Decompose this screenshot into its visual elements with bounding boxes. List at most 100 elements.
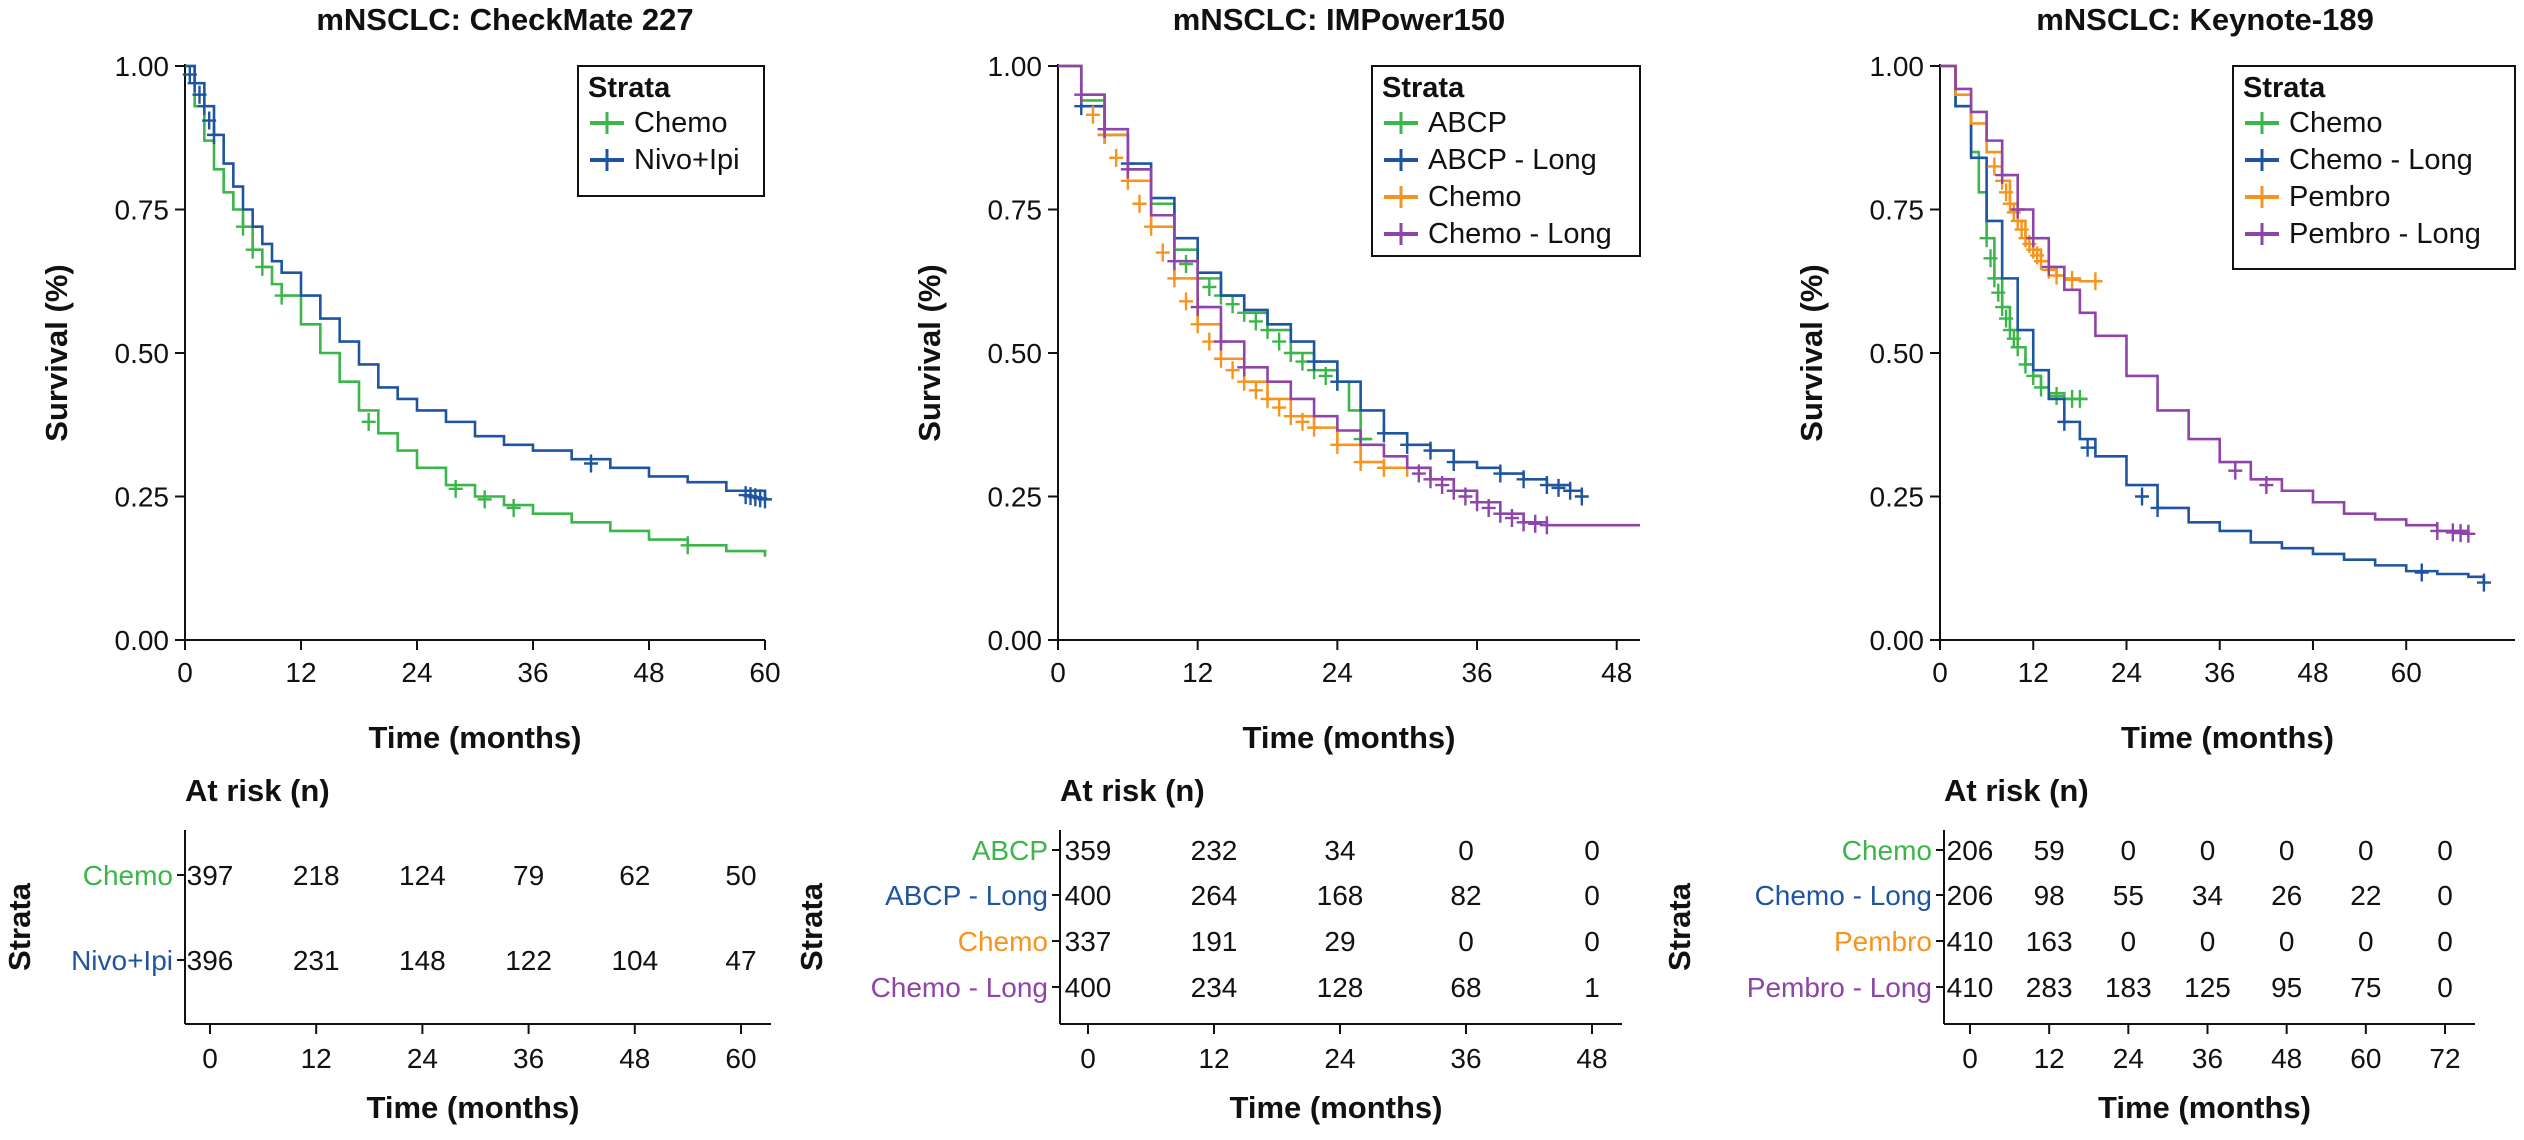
risk-count: 104 xyxy=(611,945,658,976)
censor-mark xyxy=(1097,120,1112,139)
censor-mark xyxy=(1539,476,1554,495)
risk-x-axis-label: Time (months) xyxy=(2098,1090,2311,1125)
censor-mark xyxy=(2088,272,2103,291)
panel-title: mNSCLC: Keynote-189 xyxy=(2036,2,2374,37)
censor-mark xyxy=(1283,344,1298,362)
censor-mark xyxy=(2080,438,2095,457)
x-tick-label: 48 xyxy=(1601,657,1632,688)
x-tick-label: 60 xyxy=(2391,657,2422,688)
risk-x-tick-label: 60 xyxy=(725,1043,756,1074)
risk-count: 0 xyxy=(2121,835,2137,866)
censor-mark xyxy=(1423,441,1438,460)
censor-mark xyxy=(1999,183,2014,202)
km-curve-chemo-long xyxy=(1058,64,1640,527)
censor-mark xyxy=(202,111,217,130)
censor-mark xyxy=(1493,504,1508,523)
censor-mark xyxy=(2476,573,2491,592)
risk-count: 0 xyxy=(2121,926,2137,957)
risk-count: 218 xyxy=(293,860,340,891)
legend-title: Strata xyxy=(588,72,671,104)
censor-mark xyxy=(1213,332,1228,351)
risk-count: 128 xyxy=(1317,972,1364,1003)
censor-mark xyxy=(1248,381,1263,400)
km-curve-pembro-long xyxy=(1940,64,2470,534)
censor-mark xyxy=(1423,470,1438,489)
risk-x-tick-label: 72 xyxy=(2429,1043,2460,1074)
censor-mark xyxy=(1120,160,1135,179)
risk-count: 232 xyxy=(1191,835,1238,866)
risk-count: 75 xyxy=(2350,972,2381,1003)
censor-mark xyxy=(2049,387,2064,406)
censor-mark xyxy=(1283,407,1298,426)
risk-count: 400 xyxy=(1065,972,1112,1003)
risk-count: 125 xyxy=(2184,972,2231,1003)
censor-mark xyxy=(1411,464,1426,483)
risk-row-label: ABCP - Long xyxy=(885,880,1048,911)
censor-mark xyxy=(1109,148,1124,167)
censor-mark xyxy=(1991,283,2006,302)
y-tick-label: 0.50 xyxy=(1870,338,1925,369)
risk-count: 47 xyxy=(725,945,756,976)
legend-label: Chemo xyxy=(1428,181,1522,213)
y-tick-label: 0.25 xyxy=(1870,482,1925,513)
y-tick-label: 0.00 xyxy=(1870,625,1925,656)
legend-label: Chemo - Long xyxy=(2289,144,2473,176)
censor-mark xyxy=(1225,295,1240,314)
legend-label: Chemo xyxy=(2289,107,2383,139)
censor-mark xyxy=(680,536,695,555)
censor-mark xyxy=(1376,424,1391,443)
censor-mark xyxy=(584,454,598,473)
risk-count: 0 xyxy=(2437,926,2453,957)
risk-count: 337 xyxy=(1065,926,1112,957)
risk-row-label: Chemo xyxy=(958,926,1048,957)
risk-x-tick-label: 48 xyxy=(2271,1043,2302,1074)
censor-mark xyxy=(2057,412,2072,431)
censor-mark xyxy=(1493,464,1508,483)
censor-mark xyxy=(207,125,221,144)
censor-mark xyxy=(1132,194,1147,213)
risk-count: 0 xyxy=(2279,835,2295,866)
risk-count: 206 xyxy=(1947,880,1994,911)
y-tick-label: 1.00 xyxy=(115,51,170,82)
censor-mark xyxy=(1376,458,1391,477)
risk-row-label: Chemo xyxy=(83,860,173,891)
risk-count: 95 xyxy=(2271,972,2302,1003)
risk-strata-label: Strata xyxy=(794,882,829,971)
x-axis-label: Time (months) xyxy=(369,720,582,755)
censor-mark xyxy=(758,490,772,509)
censor-mark xyxy=(245,240,260,259)
censor-mark xyxy=(1307,352,1322,371)
y-tick-label: 0.75 xyxy=(1870,195,1925,226)
y-tick-label: 0.00 xyxy=(988,625,1043,656)
x-tick-label: 36 xyxy=(1461,657,1492,688)
risk-count: 50 xyxy=(725,860,756,891)
risk-count: 82 xyxy=(1450,880,1481,911)
censor-mark xyxy=(255,257,270,276)
risk-count: 22 xyxy=(2350,880,2381,911)
censor-mark xyxy=(1563,481,1578,500)
x-tick-label: 0 xyxy=(1050,657,1066,688)
risk-x-tick-label: 24 xyxy=(2113,1043,2144,1074)
censor-mark xyxy=(1144,217,1159,236)
risk-row-label: Chemo - Long xyxy=(1755,880,1932,911)
at-risk-table: At risk (n) Strata 0 12 24 36 48 Time (months) A… xyxy=(794,773,1622,1125)
legend-label: ABCP - Long xyxy=(1428,144,1597,176)
x-tick-label: 24 xyxy=(2111,657,2142,688)
risk-count: 34 xyxy=(1324,835,1355,866)
risk-count: 0 xyxy=(2279,926,2295,957)
at-risk-title: At risk (n) xyxy=(185,773,330,808)
km-curve-pembro xyxy=(1940,64,2096,283)
legend-label: Pembro - Long xyxy=(2289,218,2481,250)
censor-mark xyxy=(1225,361,1240,380)
censor-mark xyxy=(2026,229,2041,248)
risk-count: 400 xyxy=(1065,880,1112,911)
y-axis-label: Survival (%) xyxy=(1794,264,1829,441)
risk-strata-label: Strata xyxy=(1662,882,1697,971)
censor-mark xyxy=(1516,470,1531,489)
censor-mark xyxy=(1999,309,2014,328)
censor-mark xyxy=(1353,453,1368,472)
censor-mark xyxy=(1481,498,1496,517)
risk-count: 0 xyxy=(1458,926,1474,957)
